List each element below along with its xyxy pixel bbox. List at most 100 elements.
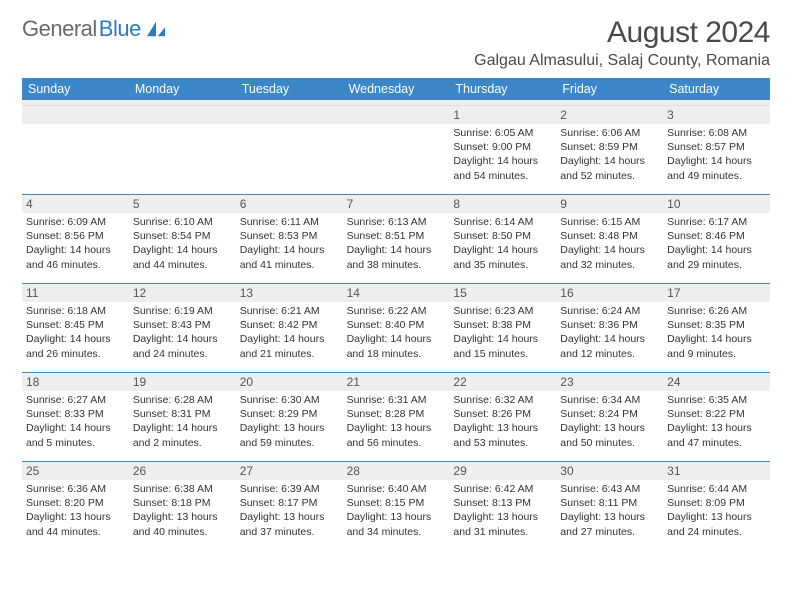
sunset-text: Sunset: 8:40 PM [347,318,446,332]
day-details: Sunrise: 6:26 AMSunset: 8:35 PMDaylight:… [663,302,770,365]
day-number: 15 [449,284,556,302]
day-number: 19 [129,373,236,391]
day-cell: 4Sunrise: 6:09 AMSunset: 8:56 PMDaylight… [22,195,129,283]
sunset-text: Sunset: 8:56 PM [26,229,125,243]
day-details: Sunrise: 6:44 AMSunset: 8:09 PMDaylight:… [663,480,770,543]
sunset-text: Sunset: 8:11 PM [560,496,659,510]
sunset-text: Sunset: 9:00 PM [453,140,552,154]
sunrise-text: Sunrise: 6:23 AM [453,304,552,318]
daylight-text: Daylight: 14 hours and 38 minutes. [347,243,446,271]
day-cell: 19Sunrise: 6:28 AMSunset: 8:31 PMDayligh… [129,373,236,461]
day-details: Sunrise: 6:11 AMSunset: 8:53 PMDaylight:… [236,213,343,276]
day-number: 8 [449,195,556,213]
day-details: Sunrise: 6:05 AMSunset: 9:00 PMDaylight:… [449,124,556,187]
day-number: 22 [449,373,556,391]
day-cell [236,106,343,194]
day-cell: 2Sunrise: 6:06 AMSunset: 8:59 PMDaylight… [556,106,663,194]
day-number: 28 [343,462,450,480]
sunrise-text: Sunrise: 6:17 AM [667,215,766,229]
month-title: August 2024 [474,16,770,50]
day-details: Sunrise: 6:10 AMSunset: 8:54 PMDaylight:… [129,213,236,276]
sunrise-text: Sunrise: 6:39 AM [240,482,339,496]
day-cell: 21Sunrise: 6:31 AMSunset: 8:28 PMDayligh… [343,373,450,461]
day-details: Sunrise: 6:22 AMSunset: 8:40 PMDaylight:… [343,302,450,365]
daylight-text: Daylight: 13 hours and 56 minutes. [347,421,446,449]
sunrise-text: Sunrise: 6:24 AM [560,304,659,318]
day-cell: 9Sunrise: 6:15 AMSunset: 8:48 PMDaylight… [556,195,663,283]
sunset-text: Sunset: 8:35 PM [667,318,766,332]
sunset-text: Sunset: 8:13 PM [453,496,552,510]
sunset-text: Sunset: 8:29 PM [240,407,339,421]
header-bar: GeneralBlue August 2024 Galgau Almasului… [22,16,770,70]
daylight-text: Daylight: 14 hours and 21 minutes. [240,332,339,360]
sunrise-text: Sunrise: 6:30 AM [240,393,339,407]
daylight-text: Daylight: 14 hours and 18 minutes. [347,332,446,360]
day-details: Sunrise: 6:35 AMSunset: 8:22 PMDaylight:… [663,391,770,454]
weekday-sunday: Sunday [22,78,129,100]
sunrise-text: Sunrise: 6:13 AM [347,215,446,229]
day-cell: 1Sunrise: 6:05 AMSunset: 9:00 PMDaylight… [449,106,556,194]
weekday-friday: Friday [556,78,663,100]
day-details: Sunrise: 6:19 AMSunset: 8:43 PMDaylight:… [129,302,236,365]
day-cell: 12Sunrise: 6:19 AMSunset: 8:43 PMDayligh… [129,284,236,372]
daylight-text: Daylight: 14 hours and 35 minutes. [453,243,552,271]
day-cell: 18Sunrise: 6:27 AMSunset: 8:33 PMDayligh… [22,373,129,461]
day-details: Sunrise: 6:36 AMSunset: 8:20 PMDaylight:… [22,480,129,543]
daylight-text: Daylight: 13 hours and 47 minutes. [667,421,766,449]
daylight-text: Daylight: 14 hours and 29 minutes. [667,243,766,271]
day-cell: 29Sunrise: 6:42 AMSunset: 8:13 PMDayligh… [449,462,556,550]
daylight-text: Daylight: 13 hours and 44 minutes. [26,510,125,538]
sunrise-text: Sunrise: 6:14 AM [453,215,552,229]
day-cell: 24Sunrise: 6:35 AMSunset: 8:22 PMDayligh… [663,373,770,461]
sunset-text: Sunset: 8:53 PM [240,229,339,243]
sunset-text: Sunset: 8:22 PM [667,407,766,421]
day-cell: 8Sunrise: 6:14 AMSunset: 8:50 PMDaylight… [449,195,556,283]
sunset-text: Sunset: 8:45 PM [26,318,125,332]
daylight-text: Daylight: 14 hours and 44 minutes. [133,243,232,271]
day-details: Sunrise: 6:23 AMSunset: 8:38 PMDaylight:… [449,302,556,365]
day-number: 3 [663,106,770,124]
day-details: Sunrise: 6:17 AMSunset: 8:46 PMDaylight:… [663,213,770,276]
sunrise-text: Sunrise: 6:44 AM [667,482,766,496]
sunrise-text: Sunrise: 6:22 AM [347,304,446,318]
day-cell: 31Sunrise: 6:44 AMSunset: 8:09 PMDayligh… [663,462,770,550]
daylight-text: Daylight: 14 hours and 52 minutes. [560,154,659,182]
day-cell: 26Sunrise: 6:38 AMSunset: 8:18 PMDayligh… [129,462,236,550]
day-number: 4 [22,195,129,213]
sunrise-text: Sunrise: 6:36 AM [26,482,125,496]
sunrise-text: Sunrise: 6:38 AM [133,482,232,496]
location-text: Galgau Almasului, Salaj County, Romania [474,52,770,70]
day-number [343,106,450,124]
sunset-text: Sunset: 8:18 PM [133,496,232,510]
day-number: 29 [449,462,556,480]
day-number: 14 [343,284,450,302]
day-number: 30 [556,462,663,480]
sunset-text: Sunset: 8:48 PM [560,229,659,243]
sunrise-text: Sunrise: 6:35 AM [667,393,766,407]
day-details: Sunrise: 6:08 AMSunset: 8:57 PMDaylight:… [663,124,770,187]
day-details: Sunrise: 6:30 AMSunset: 8:29 PMDaylight:… [236,391,343,454]
daylight-text: Daylight: 14 hours and 12 minutes. [560,332,659,360]
day-number: 26 [129,462,236,480]
daylight-text: Daylight: 13 hours and 37 minutes. [240,510,339,538]
daylight-text: Daylight: 14 hours and 54 minutes. [453,154,552,182]
calendar: Sunday Monday Tuesday Wednesday Thursday… [22,78,770,550]
daylight-text: Daylight: 13 hours and 31 minutes. [453,510,552,538]
daylight-text: Daylight: 14 hours and 5 minutes. [26,421,125,449]
day-number: 25 [22,462,129,480]
daylight-text: Daylight: 14 hours and 24 minutes. [133,332,232,360]
day-number [129,106,236,124]
day-number: 1 [449,106,556,124]
sunset-text: Sunset: 8:31 PM [133,407,232,421]
sunset-text: Sunset: 8:20 PM [26,496,125,510]
weekday-monday: Monday [129,78,236,100]
sunset-text: Sunset: 8:51 PM [347,229,446,243]
day-cell: 30Sunrise: 6:43 AMSunset: 8:11 PMDayligh… [556,462,663,550]
sunset-text: Sunset: 8:15 PM [347,496,446,510]
day-number: 7 [343,195,450,213]
day-cell: 5Sunrise: 6:10 AMSunset: 8:54 PMDaylight… [129,195,236,283]
day-details: Sunrise: 6:32 AMSunset: 8:26 PMDaylight:… [449,391,556,454]
weekday-tuesday: Tuesday [236,78,343,100]
day-details: Sunrise: 6:21 AMSunset: 8:42 PMDaylight:… [236,302,343,365]
daylight-text: Daylight: 13 hours and 24 minutes. [667,510,766,538]
